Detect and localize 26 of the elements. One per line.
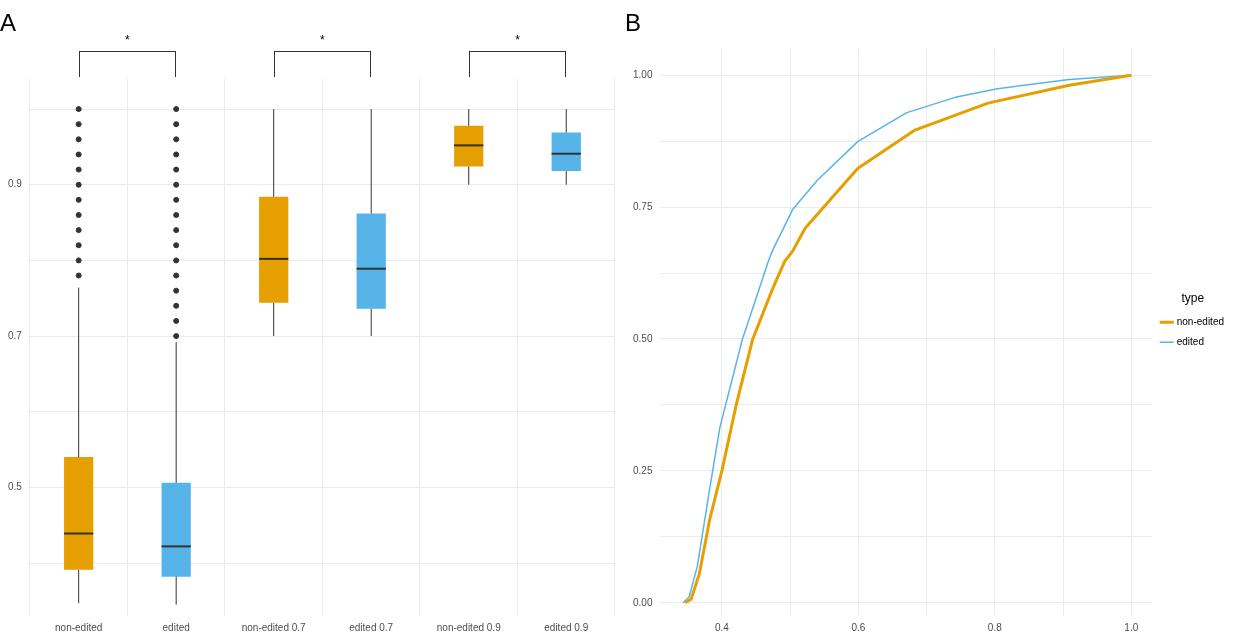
x-tick-label: 0.4 xyxy=(714,621,730,633)
y-tick-label: 0.5 xyxy=(8,481,23,493)
y-tick-label: 0.9 xyxy=(8,178,23,190)
y-tick-label: 0.50 xyxy=(632,332,653,344)
x-tick-label: non-edited 0.9 xyxy=(436,621,502,633)
x-tick-label: edited 0.7 xyxy=(349,621,394,633)
legend-label: edited xyxy=(1176,335,1204,347)
text: * xyxy=(124,32,131,47)
y-tick-label: 0.00 xyxy=(632,596,653,608)
x-tick-label: non-edited xyxy=(55,621,103,633)
x-tick-label: 0.6 xyxy=(851,621,866,633)
legend-title: type xyxy=(1181,291,1205,306)
y-tick-label: 0.25 xyxy=(632,464,653,476)
chart-title: A xyxy=(0,9,17,37)
chart-title: B xyxy=(625,9,642,37)
x-tick-label: 1.0 xyxy=(1124,621,1139,633)
y-tick-label: 0.75 xyxy=(632,200,653,212)
y-tick-label: 1.00 xyxy=(632,68,653,80)
x-tick-label: 0.8 xyxy=(987,621,1003,633)
text: * xyxy=(319,32,326,47)
x-tick-label: edited 0.9 xyxy=(544,621,589,633)
text: * xyxy=(514,32,521,47)
x-tick-label: edited xyxy=(162,621,190,633)
legend-label: non-edited xyxy=(1176,315,1224,327)
y-tick-label: 0.7 xyxy=(8,329,23,341)
x-tick-label: non-edited 0.7 xyxy=(241,621,307,633)
